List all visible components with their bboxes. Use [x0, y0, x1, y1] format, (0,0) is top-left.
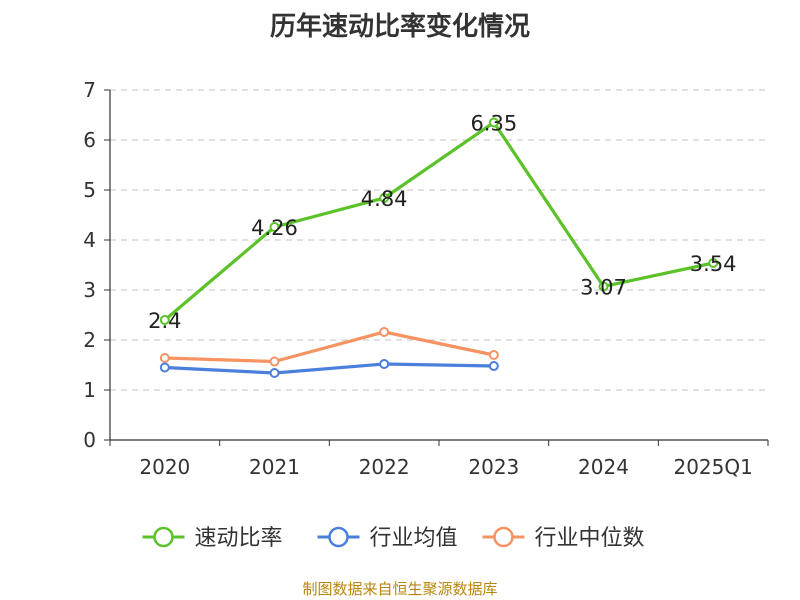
data-label: 2.4 — [148, 309, 181, 333]
data-point — [488, 350, 499, 360]
data-point — [379, 359, 390, 369]
data-point — [488, 117, 499, 128]
series-line — [163, 120, 714, 322]
source-note: 制图数据来自恒生聚源数据库 — [302, 580, 498, 598]
x-tick-label: 2022 — [359, 455, 410, 479]
data-point — [159, 353, 170, 363]
y-tick-label: 4 — [83, 228, 96, 252]
series-line — [164, 362, 494, 375]
x-tick-label: 2021 — [249, 455, 300, 479]
data-point — [598, 281, 609, 292]
y-tick-label: 0 — [83, 428, 96, 452]
legend-label: 速动比率 — [195, 526, 283, 551]
series-line — [164, 330, 495, 364]
data-point — [488, 361, 499, 371]
y-tick-label: 3 — [83, 278, 96, 302]
x-tick-label: 2020 — [139, 455, 190, 479]
data-label: 4.26 — [251, 216, 298, 240]
data-label: 3.54 — [690, 252, 737, 276]
data-point — [379, 327, 390, 337]
legend-label: 行业均值 — [370, 526, 458, 551]
data-point — [269, 356, 280, 367]
y-tick-label: 1 — [83, 378, 96, 402]
x-tick-label: 2023 — [468, 455, 519, 479]
legend-swatch-marker — [153, 526, 174, 548]
data-point — [379, 193, 390, 203]
data-point — [269, 222, 280, 232]
data-label: 4.84 — [361, 187, 408, 211]
y-tick-label: 2 — [83, 328, 96, 352]
y-tick-label: 5 — [83, 178, 96, 202]
y-tick-label: 6 — [83, 128, 96, 152]
data-point — [708, 258, 719, 268]
data-point — [269, 368, 280, 378]
legend-label: 行业中位数 — [535, 526, 645, 551]
data-point — [159, 362, 170, 373]
x-tick-label: 2024 — [578, 455, 629, 479]
data-label: 6.35 — [470, 112, 517, 136]
data-point — [159, 315, 170, 325]
data-label: 3.07 — [580, 276, 627, 300]
legend-swatch-marker — [328, 526, 349, 548]
y-tick-label: 7 — [83, 78, 96, 102]
legend-swatch-marker — [493, 526, 514, 548]
x-tick-label: 2025Q1 — [673, 455, 752, 479]
chart-title: 历年速动比率变化情况 — [269, 12, 530, 42]
